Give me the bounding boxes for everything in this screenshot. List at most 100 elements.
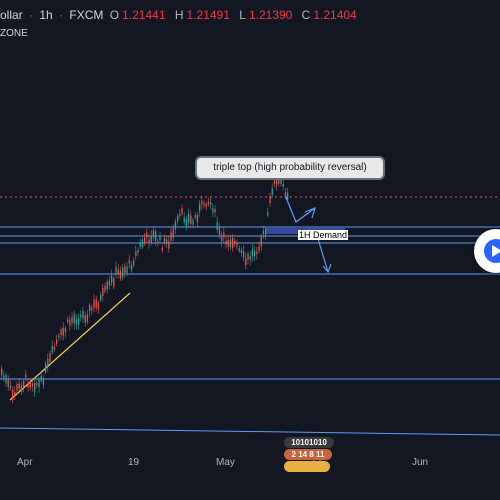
candle-body <box>31 383 34 387</box>
candle-body <box>192 219 194 225</box>
candle-body <box>194 215 196 218</box>
candle-body <box>150 235 152 244</box>
candle-body <box>174 221 177 230</box>
candle-body <box>106 281 108 290</box>
candle-body <box>210 202 212 205</box>
candle-body <box>16 384 18 391</box>
candle-body <box>258 246 260 251</box>
candle-body <box>170 232 172 241</box>
candle-body <box>84 315 86 323</box>
candle-body <box>49 352 51 362</box>
candle-body <box>223 232 225 238</box>
x-tick-may: May <box>216 457 235 468</box>
candle-body <box>157 241 159 244</box>
candle-body <box>117 269 119 275</box>
candle-body <box>251 248 254 257</box>
candle-body <box>276 177 278 185</box>
sticker-bottom-row <box>284 461 330 472</box>
candle-body <box>130 264 133 271</box>
candle-body <box>60 329 62 336</box>
play-icon[interactable] <box>484 239 500 263</box>
candle-body <box>212 208 214 213</box>
high-value: 1.21491 <box>186 8 230 22</box>
candle-body <box>141 239 144 247</box>
candle-body <box>67 319 69 323</box>
candle-body <box>236 242 238 246</box>
candle-body <box>62 327 64 336</box>
candle-body <box>221 236 223 241</box>
candle-body <box>166 239 168 244</box>
candle-body <box>249 256 251 260</box>
candle-body <box>188 213 190 224</box>
candle-body <box>51 346 53 353</box>
candle-body <box>25 374 27 378</box>
candle-body <box>245 258 247 266</box>
candle-body <box>20 385 23 392</box>
candle-body <box>148 239 150 243</box>
interval-label[interactable]: 1h <box>39 8 53 22</box>
candle-body <box>181 208 183 215</box>
low-value: 1.21390 <box>248 8 293 22</box>
candle-body <box>254 250 256 256</box>
candle-body <box>260 236 262 247</box>
candle-body <box>75 319 78 325</box>
sticker-middle-row: 2 14 8 11 <box>284 449 332 460</box>
candle-body <box>86 314 89 322</box>
candle-body <box>82 310 84 319</box>
candle-body <box>124 266 126 273</box>
symbol-name[interactable]: ollar <box>0 8 23 22</box>
candle-body <box>119 270 122 279</box>
candle-body <box>78 318 80 325</box>
x-tick-jun: Jun <box>412 457 429 468</box>
candle-body <box>155 231 157 241</box>
candle-body <box>179 213 181 216</box>
candle-body <box>199 203 201 212</box>
candle-body <box>23 381 25 389</box>
candle-body <box>9 385 12 389</box>
candle-body <box>64 327 67 333</box>
candle-body <box>69 319 71 326</box>
sticker-top-row: 10101010 <box>284 437 334 448</box>
candle-body <box>243 250 245 258</box>
low-label: L <box>239 8 246 22</box>
candle-body <box>273 180 276 184</box>
candle-body <box>240 250 243 253</box>
close-label: C <box>301 8 311 22</box>
candle-body <box>190 215 192 224</box>
candle-body <box>185 218 188 228</box>
candle-body <box>108 280 111 286</box>
triple-top-callout[interactable]: triple top (high probability reversal) <box>195 156 385 180</box>
candle-body <box>214 209 216 213</box>
candle-body <box>104 286 106 292</box>
candle-body <box>172 228 174 238</box>
candle-body <box>269 196 271 203</box>
candle-body <box>238 248 240 251</box>
candle-body <box>234 240 236 245</box>
candle-body <box>227 239 229 247</box>
candle-body <box>3 375 5 379</box>
candle-body <box>128 260 130 264</box>
candle-body <box>7 379 9 387</box>
demand-zone-label[interactable]: 1H Demand <box>298 230 348 240</box>
candle-body <box>91 307 93 311</box>
candle-body <box>271 188 273 195</box>
candle-body <box>89 304 91 312</box>
candle-body <box>133 260 135 266</box>
candle-body <box>139 242 141 247</box>
projection-path <box>284 194 316 223</box>
candle-body <box>216 221 218 231</box>
candle-body <box>34 382 36 393</box>
x-tick-19: 19 <box>128 457 140 468</box>
candle-body <box>152 230 155 238</box>
indicator-label[interactable]: ZONE <box>0 28 28 39</box>
candle-body <box>14 392 16 397</box>
candle-body <box>282 183 284 187</box>
candle-body <box>256 251 258 254</box>
candle-body <box>97 302 100 310</box>
candle-body <box>122 267 124 278</box>
candle-body <box>36 383 38 386</box>
candle-body <box>126 266 128 273</box>
x-tick-apr: Apr <box>17 457 33 468</box>
candle-body <box>56 339 58 344</box>
